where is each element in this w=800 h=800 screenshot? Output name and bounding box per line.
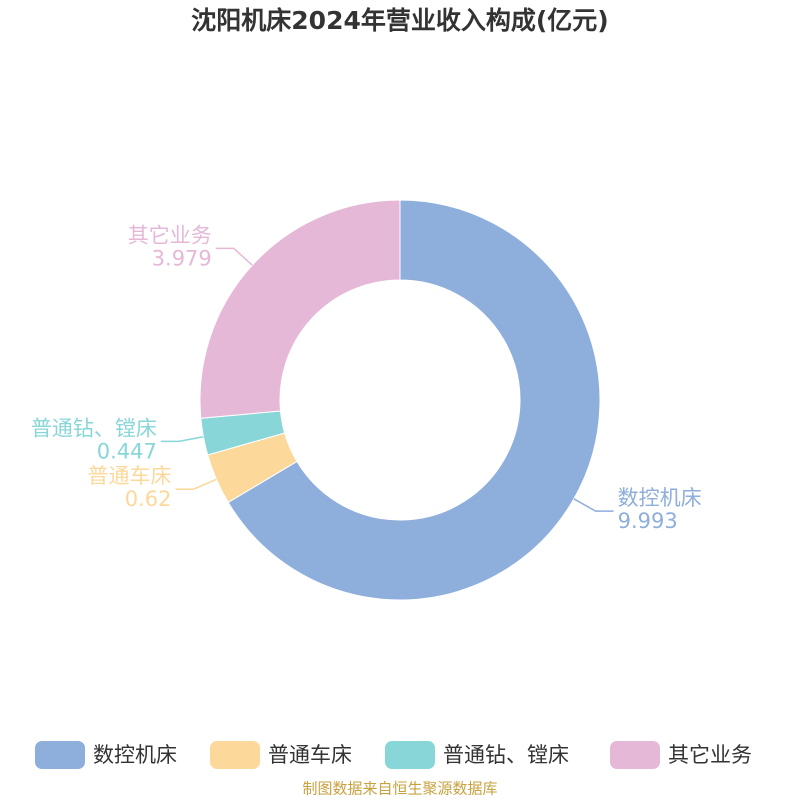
legend-swatch: [610, 741, 660, 769]
legend-label: 数控机床: [93, 743, 177, 767]
donut-slice: [227, 199, 601, 601]
value-label: 3.979: [152, 246, 212, 270]
leader-line: [215, 247, 253, 266]
legend-label: 普通钻、镗床: [443, 743, 569, 767]
leader-line: [175, 478, 217, 490]
leader-line: [573, 498, 614, 512]
slice-label: 普通钻、镗床: [31, 416, 157, 440]
donut-slice: [199, 199, 401, 419]
legend-label: 普通车床: [268, 743, 352, 767]
legend-label: 其它业务: [668, 743, 752, 767]
leader-line: [160, 436, 204, 443]
slice-label: 数控机床: [618, 486, 702, 510]
slice-label: 普通车床: [87, 464, 171, 488]
source-note: 制图数据来自恒生聚源数据库: [302, 780, 497, 798]
slice-label: 其它业务: [128, 223, 212, 247]
value-label: 9.993: [618, 509, 678, 533]
legend-swatch: [210, 741, 260, 769]
value-label: 0.447: [97, 439, 157, 463]
value-label: 0.62: [125, 487, 172, 511]
legend-swatch: [35, 741, 85, 769]
chart-title: 沈阳机床2024年营业收入构成(亿元): [191, 6, 608, 35]
legend-swatch: [385, 741, 435, 769]
